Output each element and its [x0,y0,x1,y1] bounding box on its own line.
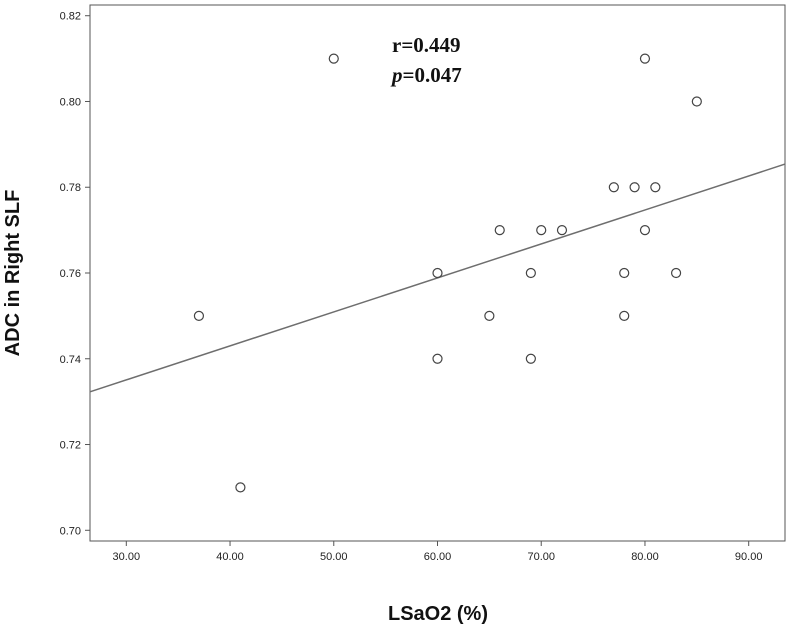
y-tick-label: 0.70 [60,525,81,537]
data-point [494,225,505,236]
data-point [619,267,630,279]
data-point [484,310,495,321]
x-tick-label: 80.00 [631,551,659,563]
y-tick-label: 0.72 [60,440,81,452]
r-annotation: r=0.449 [392,33,461,57]
x-tick-label: 30.00 [113,551,141,563]
x-axis-ticks: 30.00 40.00 50.00 60.00 70.00 80.00 90.00 [113,541,763,563]
data-point [525,267,536,279]
y-tick-label: 0.74 [60,354,81,366]
y-axis-title: ADC in Right SLF [2,190,24,357]
data-point [328,53,339,64]
x-tick-label: 70.00 [527,551,555,563]
y-tick-label: 0.76 [60,268,81,280]
data-point [639,225,651,236]
data-point [193,310,205,321]
data-point [556,225,568,236]
p-value: =0.047 [403,63,462,87]
data-point [432,353,443,364]
data-point [691,96,702,107]
data-point [670,267,682,279]
data-point [650,182,661,193]
x-tick-label: 90.00 [735,551,763,563]
data-point [619,310,630,321]
p-annotation: p=0.047 [390,63,462,87]
data-point [525,353,536,364]
x-tick-label: 50.00 [320,551,348,563]
x-tick-label: 40.00 [216,551,244,563]
p-symbol: p [390,63,403,87]
data-point [639,53,651,64]
y-tick-label: 0.82 [60,11,81,23]
y-tick-label: 0.78 [60,182,81,194]
data-point [432,267,443,279]
data-point [235,482,246,493]
x-tick-label: 60.00 [424,551,452,563]
data-points [193,53,702,493]
data-point [536,225,547,236]
y-tick-label: 0.80 [60,96,81,108]
data-point [629,182,640,193]
y-axis-ticks: 0.70 0.72 0.74 0.76 0.78 0.80 0.82 [60,11,90,537]
x-axis-title: LSaO2 (%) [388,603,488,625]
data-point [608,182,619,193]
